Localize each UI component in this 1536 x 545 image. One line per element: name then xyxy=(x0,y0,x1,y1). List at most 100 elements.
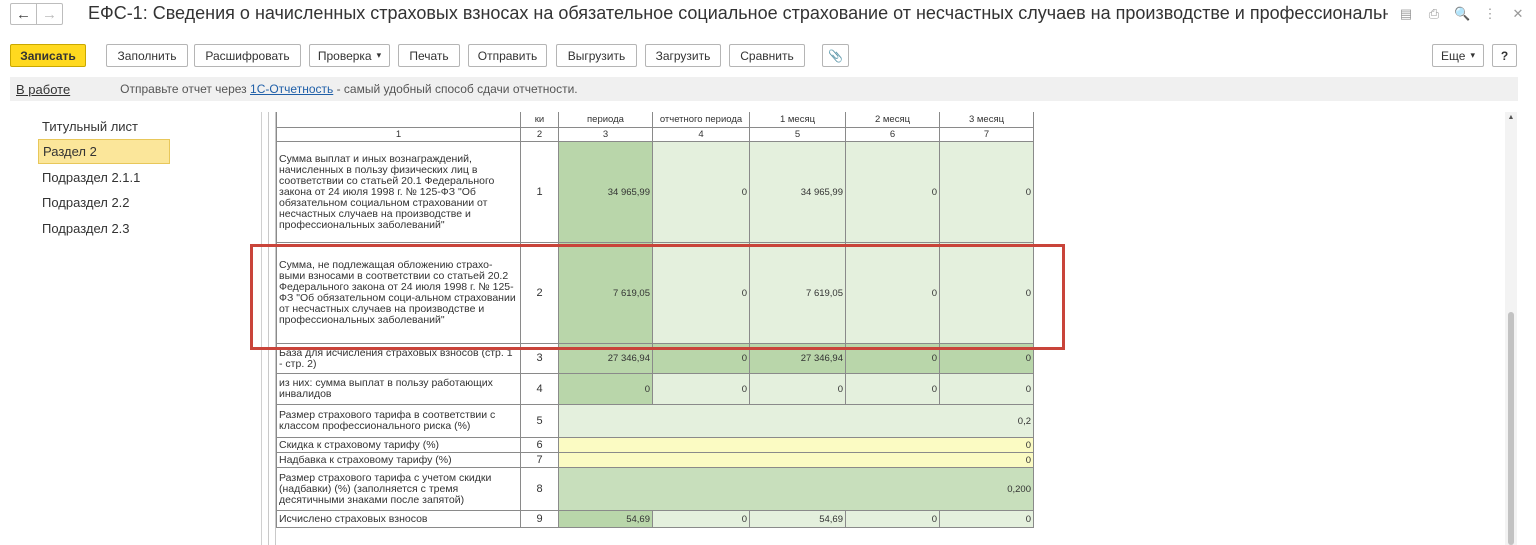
value-cell[interactable]: 0 xyxy=(652,141,750,243)
header-num: 6 xyxy=(845,127,940,142)
print-icon[interactable]: ⎙ xyxy=(1428,6,1440,21)
help-button[interactable]: ? xyxy=(1492,44,1517,67)
hint-text: Отправьте отчет через 1С-Отчетность - са… xyxy=(120,82,577,96)
discount-cell[interactable]: 0 xyxy=(558,437,1034,453)
compare-button[interactable]: Сравнить xyxy=(729,44,805,67)
highlight-box xyxy=(250,244,1065,350)
import-button[interactable]: Загрузить xyxy=(645,44,721,67)
value-cell: 54,69 xyxy=(749,510,846,528)
chevron-down-icon: ▾ xyxy=(1470,50,1475,60)
value-cell: 0 xyxy=(652,510,750,528)
decode-button[interactable]: Расшифровать xyxy=(194,44,301,67)
row-code: 1 xyxy=(520,141,559,243)
more-menu-icon[interactable]: ⋮ xyxy=(1483,6,1497,21)
row-code: 8 xyxy=(520,467,559,511)
row-label: Сумма выплат и иных вознаграждений, начи… xyxy=(276,141,521,243)
info-bar: В работе Отправьте отчет через 1С-Отчетн… xyxy=(10,77,1518,101)
window-title: ЕФС-1: Сведения о начисленных страховых … xyxy=(88,3,1388,23)
row-code: 7 xyxy=(520,452,559,468)
hint-after: - самый удобный способ сдачи отчетности. xyxy=(333,82,578,96)
export-button[interactable]: Выгрузить xyxy=(556,44,637,67)
value-cell[interactable]: 0 xyxy=(652,373,750,405)
header-cell: 1 месяц xyxy=(749,112,846,128)
sidebar-item-title-page[interactable]: Титульный лист xyxy=(42,119,139,134)
table-row: Исчислено страховых взносов 9 54,69 0 54… xyxy=(276,510,1034,528)
header-cell: 3 месяц xyxy=(939,112,1034,128)
row-code: 4 xyxy=(520,373,559,405)
report-table: ки периода отчетного периода 1 месяц 2 м… xyxy=(276,112,1034,528)
window-tools: ▤ ⎙ 🔍 ⋮ ✕ xyxy=(1398,6,1526,22)
value-cell: 0 xyxy=(939,510,1034,528)
value-cell[interactable]: 0 xyxy=(749,373,846,405)
title-bar: ← → ЕФС-1: Сведения о начисленных страхо… xyxy=(0,0,1536,28)
surcharge-cell[interactable]: 0 xyxy=(558,452,1034,468)
header-cell: отчетного периода xyxy=(652,112,750,128)
attach-icon[interactable]: 📎 xyxy=(822,44,849,67)
value-cell[interactable]: 0 xyxy=(845,242,940,344)
row-code: 9 xyxy=(520,510,559,528)
row-label: Скидка к страховому тарифу (%) xyxy=(276,437,521,453)
tariff-cell[interactable]: 0,2 xyxy=(558,404,1034,438)
value-cell[interactable]: 7 619,05 xyxy=(749,242,846,344)
form-left-border xyxy=(268,112,276,545)
value-cell[interactable]: 0 xyxy=(939,373,1034,405)
value-cell[interactable]: 0 xyxy=(939,242,1034,344)
row-code: 5 xyxy=(520,404,559,438)
report-form: ки периода отчетного периода 1 месяц 2 м… xyxy=(268,112,1518,545)
header-num: 2 xyxy=(520,127,559,142)
header-num: 5 xyxy=(749,127,846,142)
row-label: Исчислено страховых взносов xyxy=(276,510,521,528)
row-label: Размер страхового тарифа с учетом скидки… xyxy=(276,467,521,511)
value-cell: 0 xyxy=(845,510,940,528)
header-num: 3 xyxy=(558,127,653,142)
sidebar-item-subsection-2-1-1[interactable]: Подраздел 2.1.1 xyxy=(42,170,141,185)
value-cell[interactable]: 0 xyxy=(558,373,653,405)
value-cell[interactable]: 0 xyxy=(845,373,940,405)
check-label: Проверка xyxy=(317,48,372,63)
table-row: Скидка к страховому тарифу (%) 6 0 xyxy=(276,437,1034,453)
row-label: Надбавка к страховому тарифу (%) xyxy=(276,452,521,468)
sections-sidebar: Титульный лист Раздел 2 Подраздел 2.1.1 … xyxy=(10,112,262,545)
scroll-thumb[interactable] xyxy=(1508,312,1514,545)
save-button[interactable]: Записать xyxy=(10,44,86,67)
sidebar-item-subsection-2-3[interactable]: Подраздел 2.3 xyxy=(42,221,130,236)
more-button[interactable]: Еще ▾ xyxy=(1432,44,1484,67)
value-cell[interactable]: 0 xyxy=(845,141,940,243)
hint-before: Отправьте отчет через xyxy=(120,82,251,96)
row-label: Размер страхового тарифа в соответствии … xyxy=(276,404,521,438)
table-row: Сумма, не подлежащая обложению страхо-вы… xyxy=(276,242,1034,344)
table-row: Размер страхового тарифа с учетом скидки… xyxy=(276,467,1034,511)
check-button[interactable]: Проверка ▾ xyxy=(309,44,390,67)
command-bar: Записать Заполнить Расшифровать Проверка… xyxy=(0,44,1536,68)
report-grid: ки периода отчетного периода 1 месяц 2 м… xyxy=(276,112,1034,528)
table-row: Сумма выплат и иных вознаграждений, начи… xyxy=(276,141,1034,243)
value-cell[interactable]: 34 965,99 xyxy=(558,141,653,243)
value-cell: 54,69 xyxy=(558,510,653,528)
value-cell[interactable]: 0 xyxy=(939,141,1034,243)
close-icon[interactable]: ✕ xyxy=(1512,6,1524,21)
value-cell[interactable]: 34 965,99 xyxy=(749,141,846,243)
row-label: из них: сумма выплат в пользу работающих… xyxy=(276,373,521,405)
sidebar-item-subsection-2-2[interactable]: Подраздел 2.2 xyxy=(42,195,130,210)
vertical-scrollbar[interactable]: ▲ xyxy=(1505,112,1517,545)
preview-icon[interactable]: 🔍 xyxy=(1454,6,1471,21)
header-cell: ки xyxy=(520,112,559,128)
back-arrow-icon[interactable]: ← xyxy=(10,3,37,25)
header-row-numbers: 1 2 3 4 5 6 7 xyxy=(276,127,1034,142)
final-tariff-cell: 0,200 xyxy=(558,467,1034,511)
row-code: 2 xyxy=(520,242,559,344)
hint-link[interactable]: 1С-Отчетность xyxy=(250,82,334,96)
send-button[interactable]: Отправить xyxy=(468,44,547,67)
sidebar-item-section-2[interactable]: Раздел 2 xyxy=(38,139,170,164)
forward-arrow-icon[interactable]: → xyxy=(36,3,63,25)
scroll-up-icon[interactable]: ▲ xyxy=(1507,114,1515,121)
save-doc-icon[interactable]: ▤ xyxy=(1399,6,1413,21)
header-row-top: ки периода отчетного периода 1 месяц 2 м… xyxy=(276,112,1034,128)
header-cell: периода xyxy=(558,112,653,128)
fill-button[interactable]: Заполнить xyxy=(106,44,188,67)
value-cell[interactable]: 0 xyxy=(652,242,750,344)
value-cell[interactable]: 7 619,05 xyxy=(558,242,653,344)
status-link[interactable]: В работе xyxy=(16,81,71,97)
print-button[interactable]: Печать xyxy=(398,44,460,67)
chevron-down-icon: ▾ xyxy=(376,50,382,60)
